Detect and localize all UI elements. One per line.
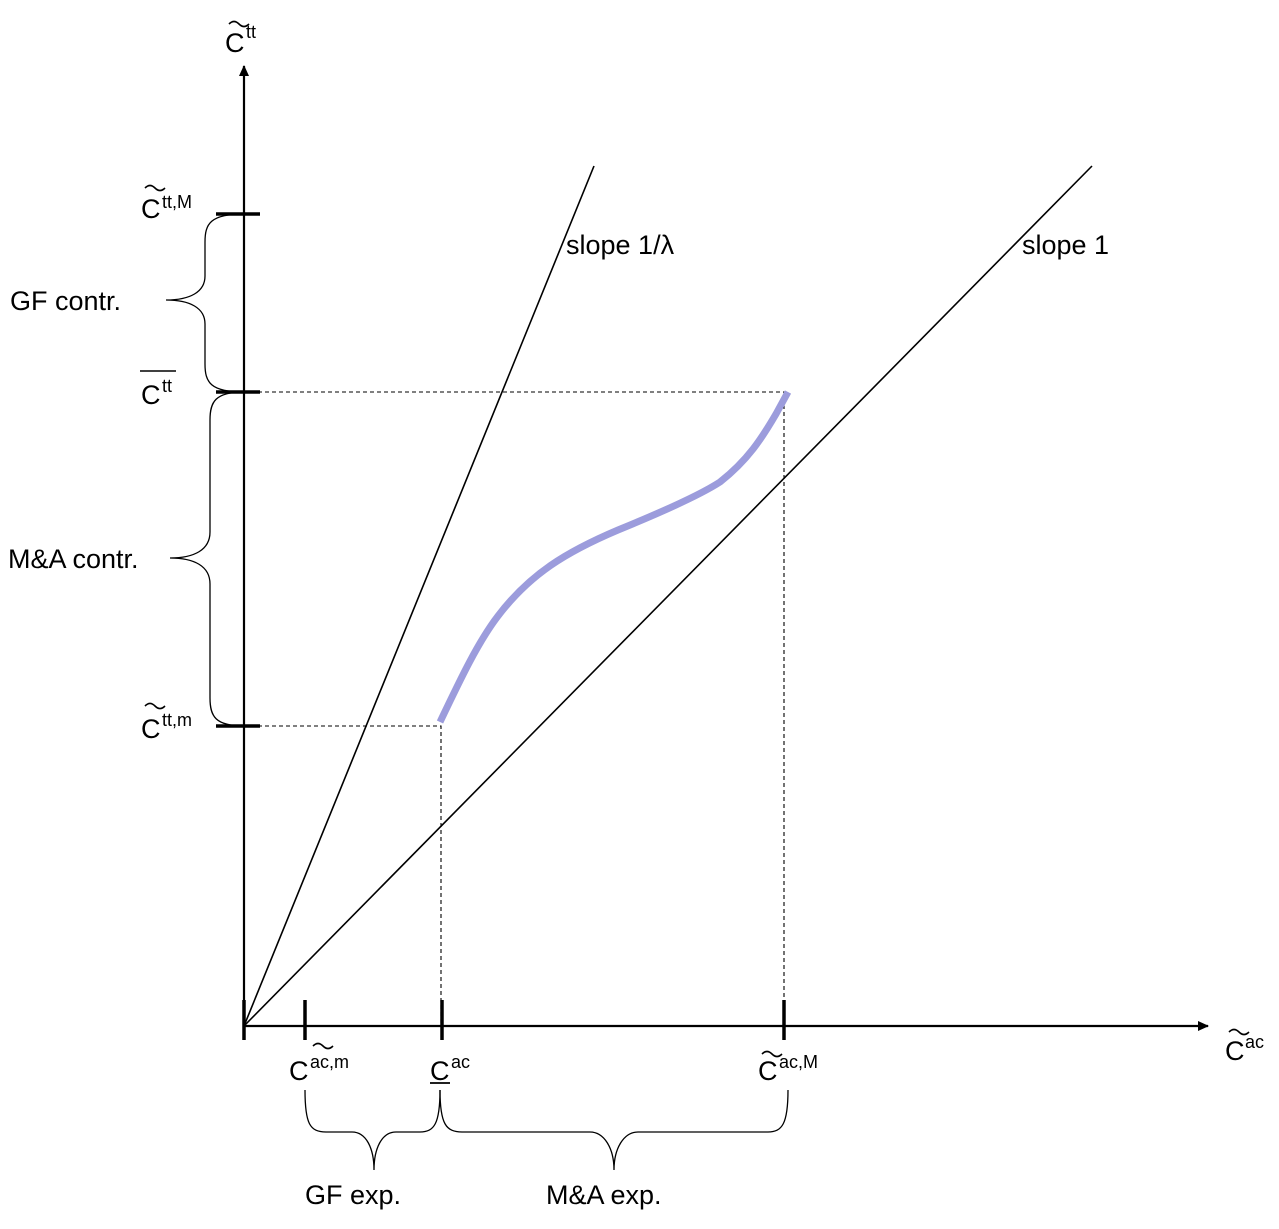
- line-slope-one: [243, 165, 1093, 1027]
- x-axis-label: C ac: [1225, 1028, 1264, 1066]
- y-tick-label-ctt-m: C tt,m: [141, 702, 192, 744]
- svg-text:C: C: [430, 1056, 450, 1086]
- svg-text:C: C: [225, 28, 245, 58]
- curve: [436, 390, 792, 724]
- x-tick-label-cac-m: C ac,m: [289, 1042, 349, 1086]
- y-tick-label-ctt-bar: C tt: [140, 370, 176, 410]
- svg-text:C: C: [289, 1056, 309, 1086]
- svg-text:ac,m: ac,m: [310, 1052, 349, 1072]
- ma-contr-label: M&A contr.: [8, 544, 139, 574]
- guide-lower: [244, 725, 442, 1026]
- svg-text:C: C: [141, 194, 161, 224]
- gf-contr-label: GF contr.: [10, 286, 121, 316]
- svg-text:tt: tt: [162, 376, 172, 396]
- y-tick-label-ctt-M: C tt,M: [141, 184, 192, 224]
- x-tick-label-cac-M: C ac,M: [758, 1050, 818, 1086]
- gf-exp-label: GF exp.: [305, 1180, 401, 1210]
- svg-text:C: C: [758, 1056, 778, 1086]
- guide-upper: [244, 391, 785, 1026]
- x-tick-label-cac-under: C ac: [430, 1052, 470, 1086]
- svg-text:ac: ac: [451, 1052, 470, 1072]
- svg-text:tt,M: tt,M: [162, 192, 192, 212]
- svg-text:C: C: [1225, 1036, 1245, 1066]
- slope-one-label: slope 1: [1022, 230, 1109, 260]
- brace-gf-contr: [165, 213, 245, 393]
- svg-text:tt,m: tt,m: [162, 710, 192, 730]
- slope-inverse-lambda-label: slope 1/λ: [566, 230, 675, 260]
- svg-text:C: C: [141, 714, 161, 744]
- svg-text:ac: ac: [1245, 1032, 1264, 1052]
- brace-ma-exp: [439, 1089, 789, 1171]
- line-slope-inverse-lambda: [243, 165, 595, 1027]
- brace-ma-contr: [169, 391, 245, 727]
- svg-text:ac,M: ac,M: [779, 1052, 818, 1072]
- svg-text:tt: tt: [246, 22, 256, 42]
- svg-text:C: C: [141, 380, 161, 410]
- brace-gf-exp: [304, 1089, 441, 1171]
- ma-exp-label: M&A exp.: [546, 1180, 662, 1210]
- y-axis-label: C tt: [225, 20, 256, 58]
